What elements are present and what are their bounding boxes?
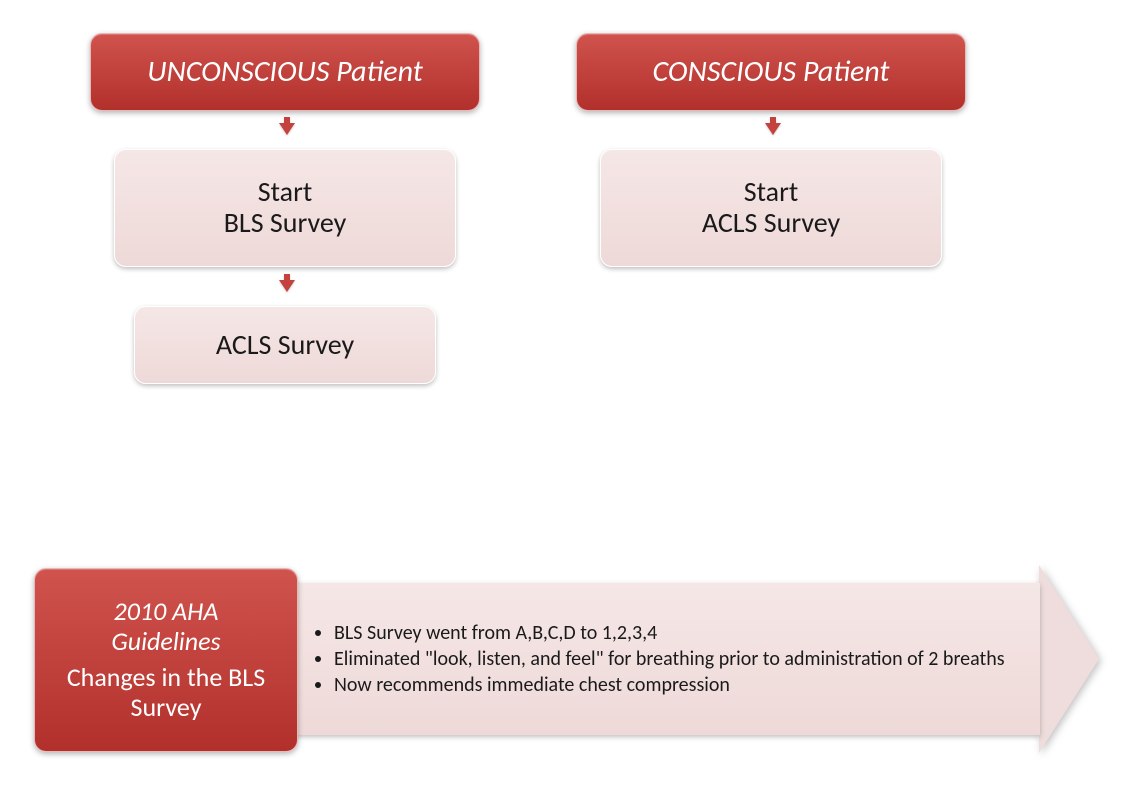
unconscious-header: UNCONSCIOUS Patient: [90, 33, 480, 111]
guidelines-title-2: Guidelines: [111, 627, 220, 657]
list-item: BLS Survey went from A,B,C,D to 1,2,3,4: [334, 621, 1040, 646]
arrow-down-icon: [765, 123, 781, 135]
guidelines-arrow-banner: BLS Survey went from A,B,C,D to 1,2,3,4 …: [290, 583, 1100, 735]
guidelines-bullets-container: BLS Survey went from A,B,C,D to 1,2,3,4 …: [290, 583, 1040, 735]
arrow-down-icon: [279, 123, 295, 135]
list-item: Now recommends immediate chest compressi…: [334, 673, 1040, 698]
guidelines-title-box: 2010 AHA Guidelines Changes in the BLS S…: [34, 568, 298, 752]
bls-line2: BLS Survey: [224, 208, 347, 239]
acls-start-line2: ACLS Survey: [702, 208, 840, 239]
guidelines-subtitle-1: Changes in the BLS: [67, 663, 265, 693]
arrow-right-icon: [1039, 565, 1099, 753]
acls-survey-box: ACLS Survey: [134, 306, 436, 384]
guidelines-subtitle-2: Survey: [131, 693, 202, 723]
list-item: Eliminated "look, listen, and feel" for …: [334, 647, 1040, 672]
conscious-header-text: CONSCIOUS Patient: [653, 55, 890, 90]
bls-survey-box: Start BLS Survey: [114, 149, 456, 267]
acls-start-line1: Start: [744, 177, 798, 208]
arrow-down-icon: [279, 280, 295, 292]
conscious-header: CONSCIOUS Patient: [576, 33, 966, 111]
acls-start-box: Start ACLS Survey: [600, 149, 942, 267]
unconscious-header-text: UNCONSCIOUS Patient: [147, 55, 423, 90]
guidelines-title-1: 2010 AHA: [114, 597, 219, 627]
guidelines-bullet-list: BLS Survey went from A,B,C,D to 1,2,3,4 …: [318, 620, 1040, 699]
acls-text: ACLS Survey: [216, 330, 354, 361]
bls-line1: Start: [258, 177, 312, 208]
